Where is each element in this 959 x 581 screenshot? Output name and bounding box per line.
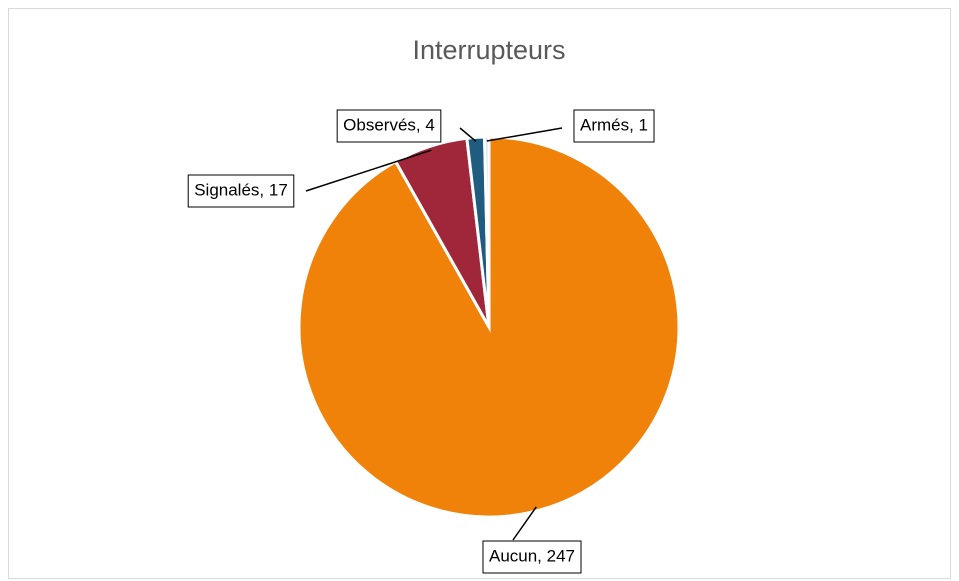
leader-line [486,127,563,142]
data-label: Signalés, 17 [194,180,288,199]
data-label: Aucun, 247 [489,546,575,565]
label-box [573,109,655,143]
leader-line [459,127,477,143]
label-box [482,540,582,574]
data-label: Armés, 1 [580,115,648,134]
leader-line [305,149,432,192]
leader-line [512,506,537,541]
label-box [187,174,295,208]
chart-title: Interrupteurs [412,35,565,65]
data-label: Observés, 4 [343,115,435,134]
pie-slice [483,135,491,328]
label-box [336,109,442,143]
